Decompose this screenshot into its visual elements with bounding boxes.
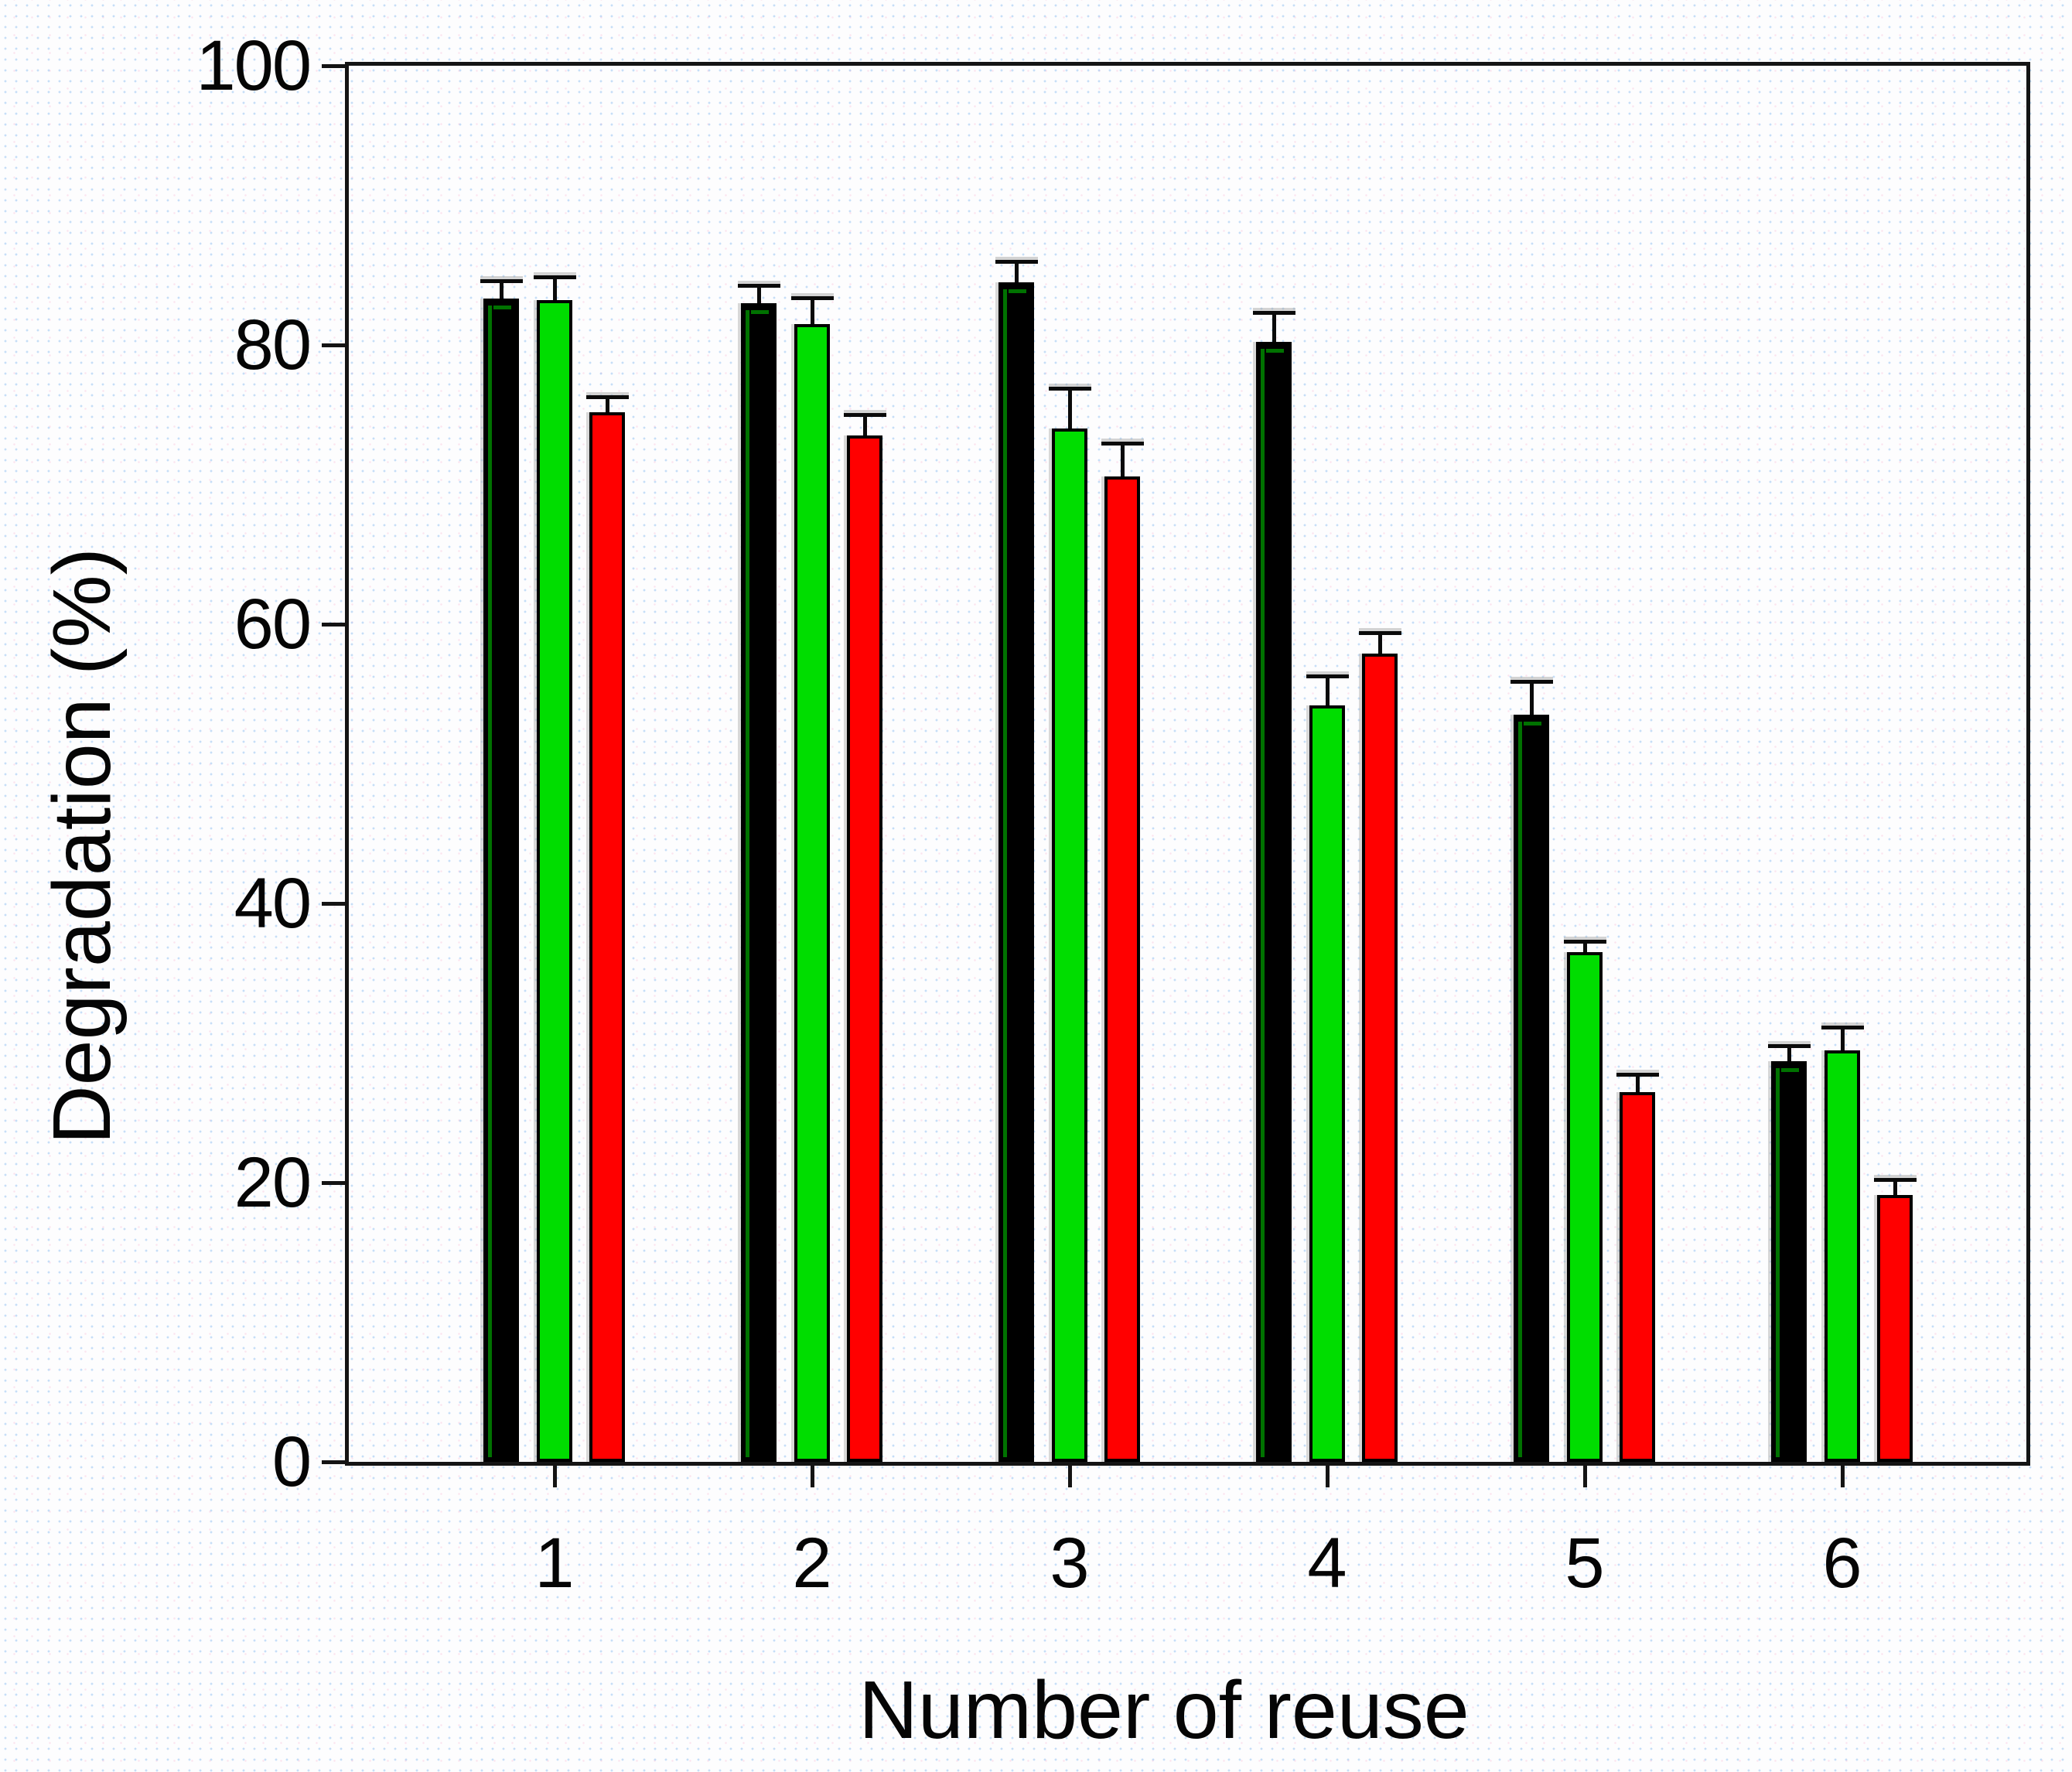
bar-group1-green-bars: [537, 300, 572, 1462]
x-axis-tick-label-5: 5: [1565, 1524, 1605, 1603]
x-axis-tick-label-3: 3: [1050, 1524, 1090, 1603]
error-bar-cap: [1874, 1178, 1917, 1182]
error-bar-group5-black-bars: [1510, 680, 1553, 715]
bar-group3-black-bars: [998, 282, 1034, 1462]
error-bar-cap: [1101, 442, 1144, 446]
error-bar-cap: [1253, 311, 1295, 315]
x-axis-tick-label-6: 6: [1822, 1524, 1862, 1603]
y-axis-tick-label-20: 20: [234, 1143, 312, 1222]
bar-group2-black-bars: [741, 303, 777, 1462]
x-axis-tick-label-1: 1: [534, 1524, 575, 1603]
error-bar-cap: [586, 395, 629, 399]
error-bar-cap: [1049, 387, 1091, 391]
error-bar-group2-red-bars: [844, 413, 886, 435]
bar-group2-red-bars: [847, 435, 882, 1462]
x-axis-tick-label-2: 2: [792, 1524, 832, 1603]
error-bar-group6-green-bars: [1821, 1026, 1864, 1050]
bar-group3-green-bars: [1052, 428, 1087, 1462]
bar-green-edge-dash: [751, 310, 769, 314]
bar-group3-red-bars: [1104, 476, 1140, 1462]
x-axis-tick-4: [1326, 1466, 1330, 1487]
bar-green-edge-dash: [1781, 1068, 1799, 1072]
bar-group6-red-bars: [1877, 1195, 1913, 1462]
x-axis-tick-3: [1068, 1466, 1072, 1487]
error-bar-group2-green-bars: [791, 296, 834, 324]
bar-group2-green-bars: [794, 324, 830, 1462]
error-bar-cap: [1359, 631, 1401, 635]
error-bar-group3-red-bars: [1101, 442, 1144, 476]
error-bar-cap: [1510, 680, 1553, 684]
bar-group1-black-bars: [483, 299, 519, 1462]
error-bar-group2-black-bars: [738, 284, 780, 303]
error-bar-cap: [844, 413, 886, 417]
error-bar-group4-black-bars: [1253, 311, 1295, 342]
y-axis-tick-label-100: 100: [196, 26, 312, 105]
bar-group6-green-bars: [1825, 1050, 1860, 1462]
bar-group5-green-bars: [1567, 952, 1603, 1462]
plot-area: [345, 62, 2030, 1466]
bar-group4-green-bars: [1309, 705, 1345, 1462]
error-bar-cap: [1564, 940, 1606, 944]
bar-green-edge-dash: [1009, 289, 1026, 293]
y-axis-tick-60: [322, 623, 345, 627]
error-bar-group3-black-bars: [995, 260, 1038, 282]
error-bar-cap: [1768, 1044, 1811, 1048]
y-axis-tick-label-0: 0: [271, 1422, 312, 1501]
error-bar-group3-green-bars: [1049, 387, 1091, 428]
bar-green-edge-dash: [1266, 349, 1284, 353]
bar-green-edge-dash: [1524, 722, 1541, 726]
bar-green-edge-stripe: [488, 306, 492, 1457]
error-bar-group4-green-bars: [1306, 674, 1349, 705]
y-axis-tick-100: [322, 64, 345, 68]
y-axis-tick-0: [322, 1460, 345, 1464]
error-bar-cap: [480, 279, 523, 283]
error-bar-group4-red-bars: [1359, 631, 1401, 654]
x-axis-tick-1: [553, 1466, 557, 1487]
error-bar-cap: [738, 284, 780, 288]
error-bar-group1-red-bars: [586, 395, 629, 412]
bar-green-edge-stripe: [1003, 289, 1007, 1457]
bar-green-edge-stripe: [1518, 722, 1522, 1457]
bar-group6-black-bars: [1771, 1061, 1807, 1462]
bar-green-edge-dash: [493, 306, 511, 309]
bar-group5-black-bars: [1514, 715, 1549, 1462]
error-bar-cap: [1821, 1026, 1864, 1029]
y-axis-tick-20: [322, 1181, 345, 1185]
bar-group4-black-bars: [1256, 342, 1292, 1462]
error-bar-group1-green-bars: [534, 275, 576, 300]
error-bar-cap: [1616, 1073, 1659, 1077]
bar-group4-red-bars: [1362, 654, 1398, 1462]
y-axis-tick-40: [322, 902, 345, 906]
bar-green-edge-stripe: [1261, 349, 1265, 1457]
x-axis-tick-6: [1841, 1466, 1845, 1487]
error-bar-group5-green-bars: [1564, 940, 1606, 952]
error-bar-cap: [1306, 674, 1349, 678]
y-axis-tick-label-60: 60: [234, 585, 312, 664]
x-axis-title: Number of reuse: [858, 1664, 1470, 1756]
error-bar-group1-black-bars: [480, 279, 523, 299]
y-axis-tick-label-40: 40: [234, 864, 312, 943]
error-bar-group6-black-bars: [1768, 1044, 1811, 1061]
error-bar-group5-red-bars: [1616, 1073, 1659, 1092]
bar-green-edge-stripe: [746, 310, 749, 1457]
y-axis-tick-label-80: 80: [234, 306, 312, 384]
y-axis-title: Degradation (%): [36, 548, 128, 1145]
x-axis-tick-5: [1583, 1466, 1587, 1487]
error-bar-cap: [995, 260, 1038, 264]
x-axis-tick-label-4: 4: [1307, 1524, 1347, 1603]
bar-group1-red-bars: [589, 412, 625, 1462]
bar-group5-red-bars: [1620, 1092, 1655, 1462]
error-bar-cap: [534, 275, 576, 279]
error-bar-cap: [791, 296, 834, 300]
y-axis-tick-80: [322, 343, 345, 347]
error-bar-group6-red-bars: [1874, 1178, 1917, 1195]
x-axis-tick-2: [811, 1466, 814, 1487]
bar-green-edge-stripe: [1776, 1068, 1780, 1457]
